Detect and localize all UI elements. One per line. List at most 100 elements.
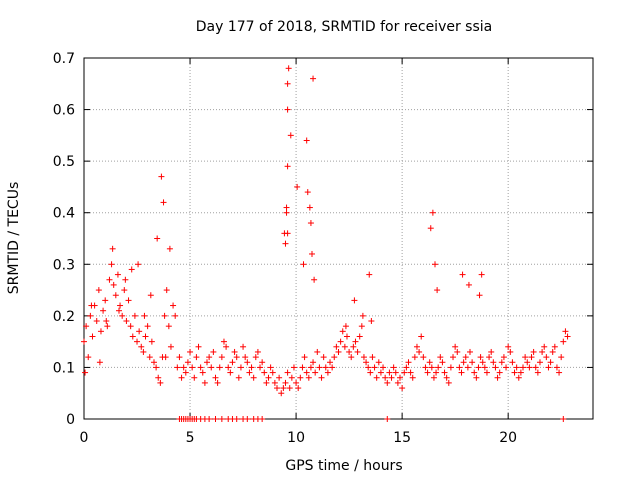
data-point <box>433 369 440 376</box>
y-tick-label: 0 <box>66 412 75 428</box>
data-point <box>95 287 102 294</box>
data-point <box>273 385 280 392</box>
data-point <box>411 354 418 361</box>
data-point <box>180 364 187 371</box>
data-point <box>307 220 314 227</box>
data-point <box>375 359 382 366</box>
data-point <box>335 348 342 355</box>
data-point <box>456 364 463 371</box>
data-point <box>233 354 240 361</box>
data-point <box>138 343 145 350</box>
data-point <box>147 292 154 299</box>
data-point <box>131 312 138 319</box>
data-point <box>136 328 143 335</box>
data-point <box>450 354 457 361</box>
data-point <box>553 364 560 371</box>
data-point <box>218 354 225 361</box>
data-point <box>242 354 249 361</box>
data-point <box>513 364 520 371</box>
data-point <box>543 354 550 361</box>
data-point <box>144 323 151 330</box>
data-point <box>549 348 556 355</box>
data-point <box>509 359 516 366</box>
x-axis-label: GPS time / hours <box>285 458 402 474</box>
data-point <box>93 318 100 325</box>
data-point <box>208 364 215 371</box>
data-point <box>252 354 259 361</box>
data-point <box>488 348 495 355</box>
y-tick-label: 0.1 <box>53 360 75 376</box>
data-point <box>443 374 450 381</box>
data-point <box>210 348 217 355</box>
axis-ticks: 0 0.1 0.2 0.3 0.4 0.5 0.6 0.7 0 5 10 15 20 <box>53 51 593 446</box>
data-point <box>160 199 167 206</box>
x-tick-label: 5 <box>186 430 195 446</box>
data-point <box>431 261 438 268</box>
data-point <box>526 364 533 371</box>
data-point <box>286 385 293 392</box>
data-point <box>167 343 174 350</box>
data-point <box>399 385 406 392</box>
y-tick-label: 0.6 <box>53 103 75 119</box>
data-point <box>100 307 107 314</box>
data-point <box>189 364 196 371</box>
data-point <box>394 379 401 386</box>
data-point <box>409 374 416 381</box>
data-point <box>494 374 501 381</box>
data-point <box>427 225 434 232</box>
data-point <box>551 343 558 350</box>
data-point <box>560 416 567 422</box>
data-point <box>358 323 365 330</box>
data-point <box>327 359 334 366</box>
data-point <box>354 348 361 355</box>
data-point <box>85 354 92 361</box>
data-point <box>288 374 295 381</box>
data-point <box>471 369 478 376</box>
data-point <box>162 354 169 361</box>
data-point <box>310 359 317 366</box>
data-point <box>89 333 96 340</box>
data-point <box>475 364 482 371</box>
data-point <box>441 369 448 376</box>
data-point <box>244 416 251 422</box>
data-point <box>259 359 266 366</box>
data-point <box>492 364 499 371</box>
data-point <box>163 287 170 294</box>
data-point <box>142 333 149 340</box>
data-point <box>115 307 122 314</box>
data-point <box>122 276 129 283</box>
data-point <box>212 374 219 381</box>
data-point <box>511 369 518 376</box>
data-point <box>287 132 294 139</box>
data-point <box>278 390 285 397</box>
data-point <box>365 364 372 371</box>
data-point <box>191 374 198 381</box>
data-point <box>407 369 414 376</box>
x-tick-label: 10 <box>287 430 305 446</box>
data-point <box>135 261 142 268</box>
data-point <box>524 359 531 366</box>
data-point <box>369 354 376 361</box>
data-point <box>380 364 387 371</box>
data-point <box>458 369 465 376</box>
data-point <box>206 416 213 422</box>
data-point <box>465 281 472 288</box>
data-point <box>322 364 329 371</box>
data-point <box>483 369 490 376</box>
data-point <box>558 354 565 361</box>
data-point <box>284 163 291 170</box>
data-point <box>125 297 132 304</box>
data-point <box>437 354 444 361</box>
data-point <box>547 359 554 366</box>
data-point <box>303 369 310 376</box>
data-point <box>454 348 461 355</box>
data-point <box>285 65 292 72</box>
data-point <box>560 338 567 345</box>
data-point <box>248 364 255 371</box>
data-point <box>88 302 95 309</box>
data-point <box>244 359 251 366</box>
data-point <box>434 287 441 294</box>
data-point <box>227 369 234 376</box>
data-point <box>140 348 147 355</box>
data-point <box>280 385 287 392</box>
